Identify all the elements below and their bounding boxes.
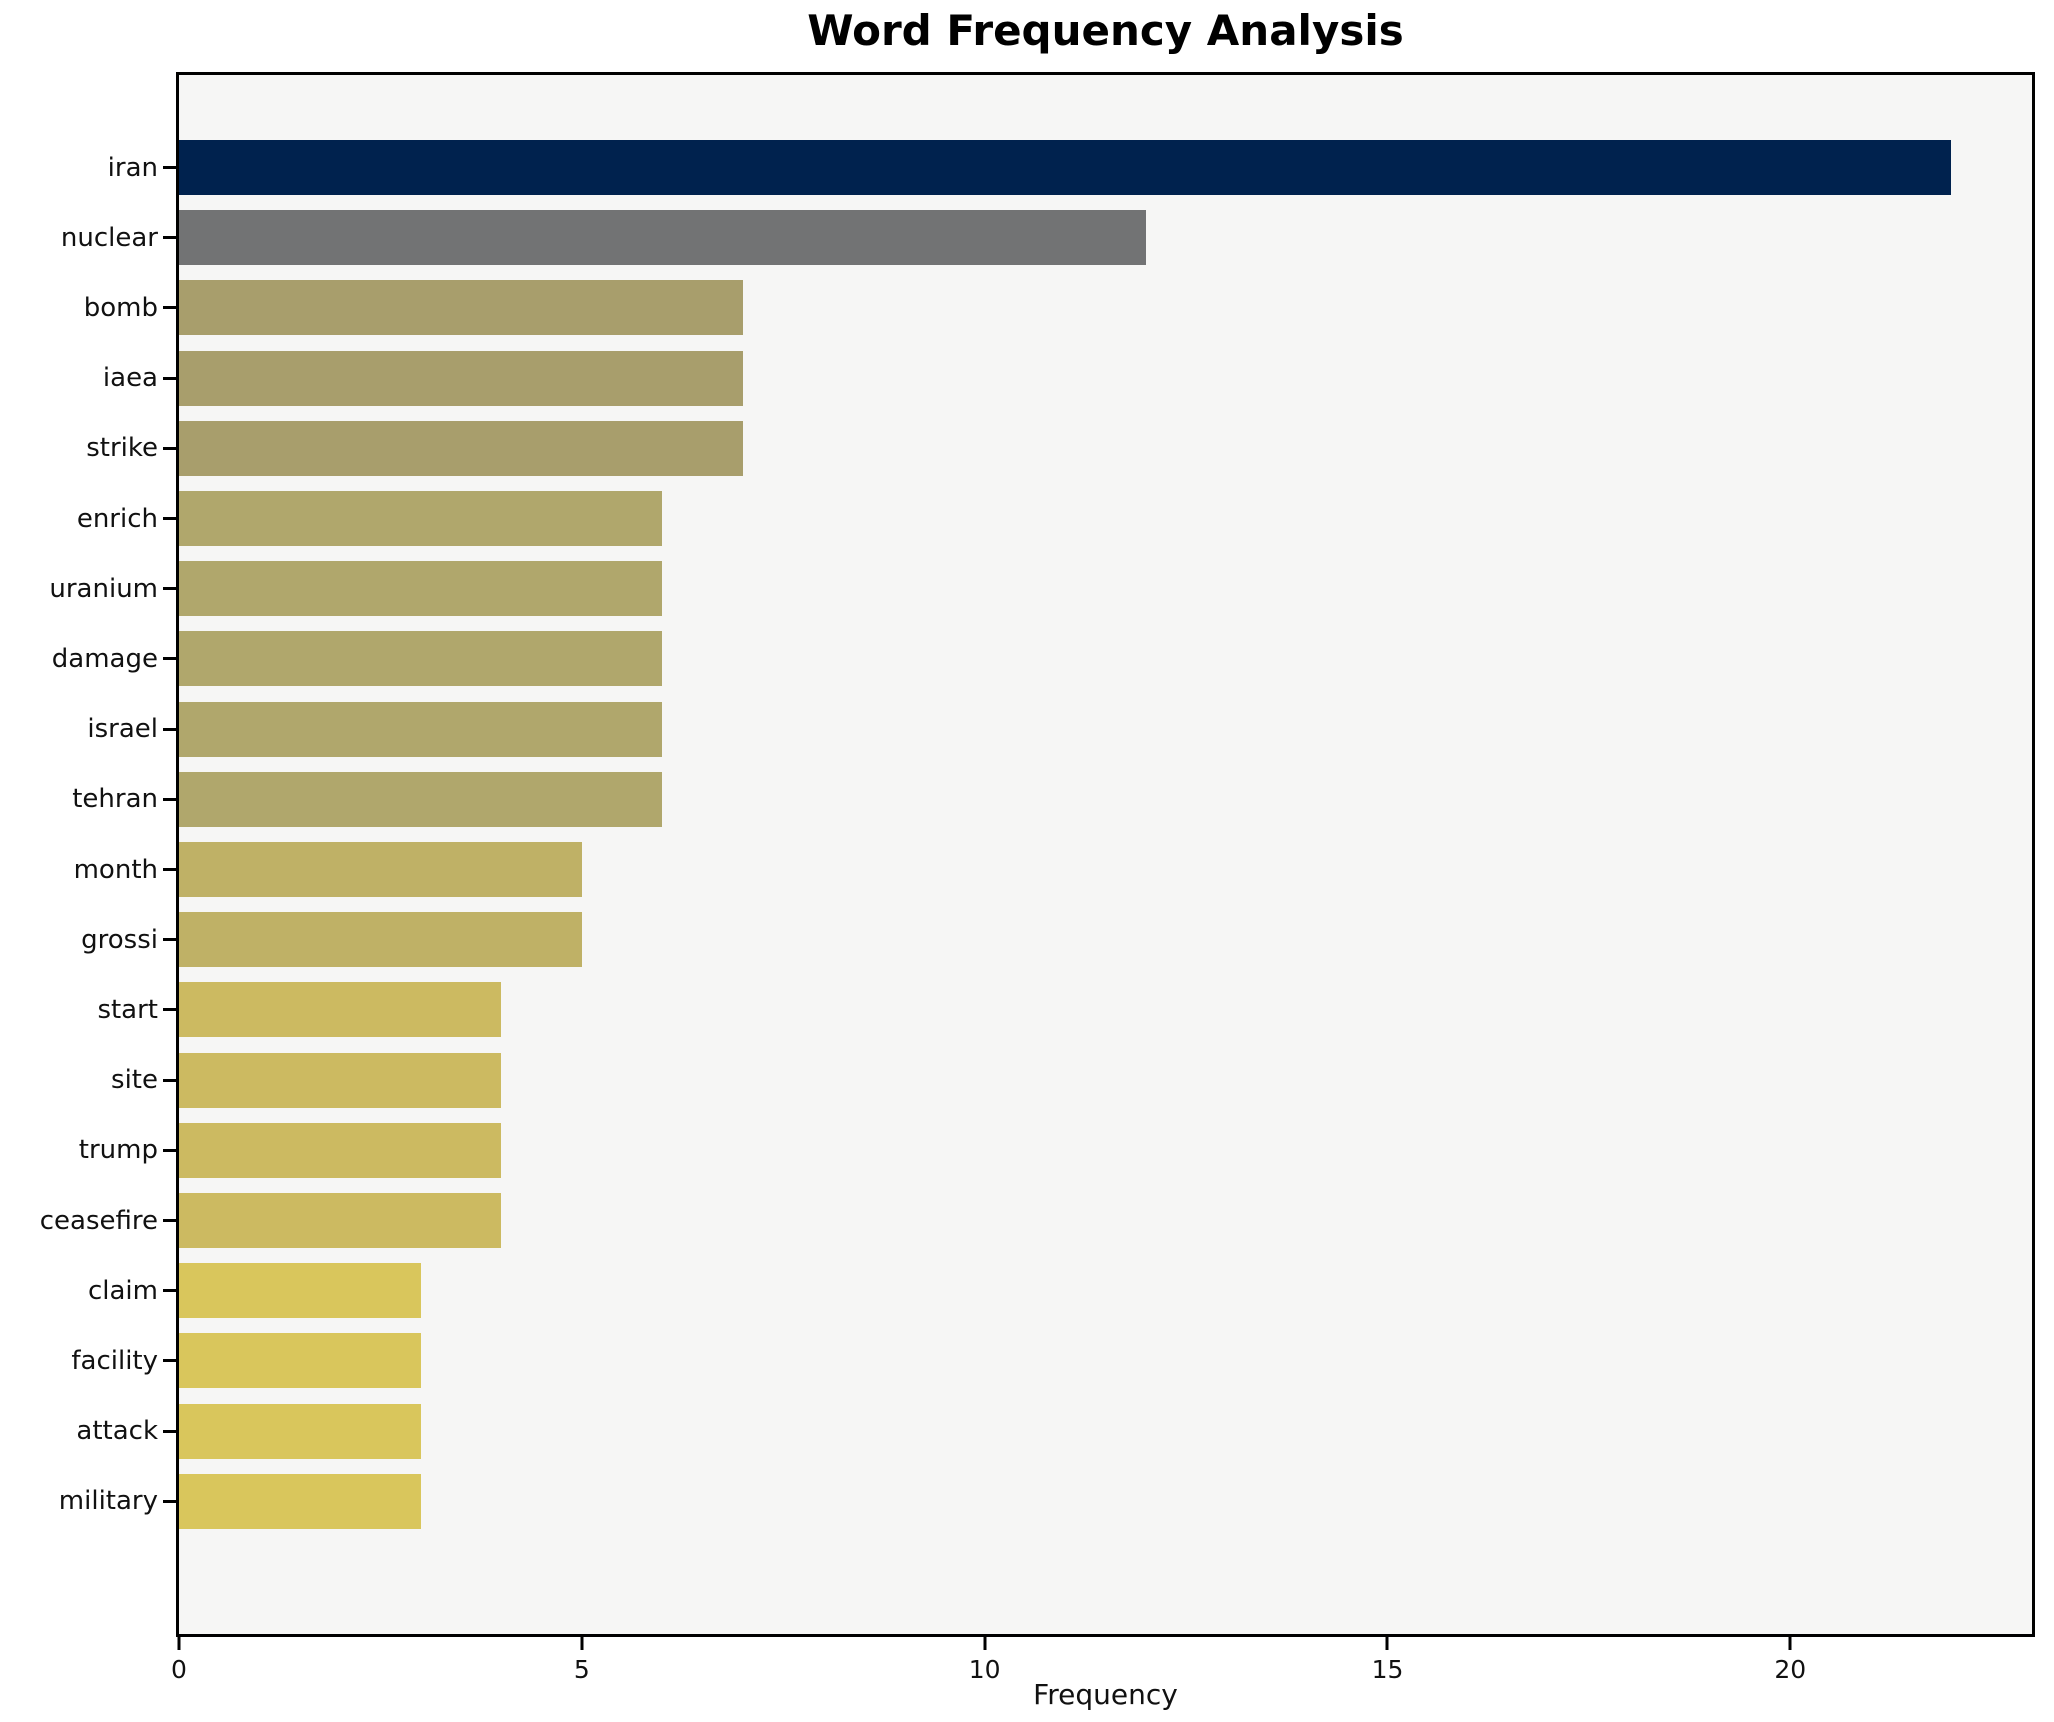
y-tick-label-damage: damage — [51, 643, 158, 674]
bar-damage — [179, 631, 663, 687]
y-tick-uranium — [163, 587, 176, 591]
y-tick-iran — [163, 166, 176, 169]
x-tick-15 — [1385, 1637, 1389, 1650]
bar-military — [179, 1473, 421, 1529]
bar-tehran — [179, 771, 663, 827]
bar-facility — [179, 1333, 421, 1389]
bar-strike — [179, 420, 743, 476]
y-tick-label-nuclear: nuclear — [60, 222, 158, 253]
x-axis: 0 5 10 15 20 — [171, 1637, 2032, 1707]
y-tick-enrich — [163, 517, 176, 520]
bar-month — [179, 842, 582, 897]
x-tick-20 — [1788, 1637, 1792, 1650]
y-tick-bomb — [163, 306, 176, 310]
y-tick-label-bomb: bomb — [83, 292, 158, 323]
y-tick-facility — [163, 1359, 176, 1363]
plot-area — [163, 72, 2035, 1637]
x-tick-label-10: 10 — [968, 1655, 1001, 1684]
x-tick-10 — [983, 1637, 987, 1650]
y-tick-iaea — [163, 376, 176, 380]
bar-attack — [179, 1403, 421, 1459]
bar-nuclear — [179, 210, 1146, 266]
bar-iaea — [179, 350, 743, 406]
y-tick-label-tehran: tehran — [72, 784, 158, 815]
x-tick-0 — [177, 1637, 181, 1650]
y-tick-label-ceasefire: ceasefire — [39, 1205, 158, 1236]
bar-bomb — [179, 280, 743, 336]
y-tick-label-israel: israel — [87, 714, 158, 745]
bar-claim — [179, 1263, 421, 1319]
bar-site — [179, 1052, 502, 1108]
x-tick-label-20: 20 — [1774, 1655, 1807, 1684]
chart-title: Word Frequency Analysis — [807, 6, 1404, 55]
y-tick-start — [163, 1008, 176, 1012]
y-tick-military — [163, 1499, 176, 1503]
bar-ceasefire — [179, 1193, 502, 1248]
y-tick-label-attack: attack — [76, 1416, 158, 1447]
y-tick-label-claim: claim — [87, 1275, 158, 1306]
y-tick-claim — [163, 1289, 176, 1293]
y-tick-nuclear — [163, 236, 176, 240]
y-tick-label-grossi: grossi — [81, 924, 158, 955]
y-tick-attack — [163, 1429, 176, 1433]
y-tick-strike — [163, 446, 176, 450]
bar-uranium — [179, 561, 663, 617]
bar-grossi — [179, 912, 582, 968]
y-tick-label-military: military — [58, 1486, 158, 1517]
y-tick-tehran — [163, 797, 176, 801]
x-tick-5 — [580, 1637, 584, 1650]
y-tick-label-month: month — [73, 854, 158, 885]
y-tick-label-enrich: enrich — [76, 503, 158, 534]
y-tick-israel — [163, 727, 176, 731]
x-axis-label: Frequency — [1033, 1678, 1178, 1711]
y-tick-trump — [163, 1148, 176, 1152]
y-tick-label-strike: strike — [86, 433, 158, 464]
bar-trump — [179, 1122, 502, 1178]
y-tick-label-facility: facility — [71, 1345, 158, 1376]
bar-start — [179, 982, 502, 1038]
y-tick-label-site: site — [111, 1065, 158, 1096]
y-tick-label-start: start — [97, 994, 158, 1025]
y-tick-label-iaea: iaea — [102, 363, 158, 394]
y-tick-site — [163, 1078, 176, 1082]
y-axis-labels: iran nuclear bomb iaea strike enrich uranium da… — [0, 75, 160, 1634]
x-tick-label-0: 0 — [171, 1655, 187, 1684]
bar-iran — [179, 140, 1952, 195]
x-tick-label-5: 5 — [573, 1655, 590, 1684]
y-tick-label-trump: trump — [78, 1135, 158, 1166]
bar-enrich — [179, 491, 663, 546]
y-tick-grossi — [163, 938, 176, 942]
y-tick-month — [163, 868, 176, 871]
y-tick-ceasefire — [163, 1219, 176, 1222]
y-tick-label-iran: iran — [107, 152, 158, 183]
bar-israel — [179, 701, 663, 757]
y-tick-label-uranium: uranium — [49, 573, 158, 604]
y-tick-damage — [163, 657, 176, 661]
x-tick-label-15: 15 — [1371, 1655, 1404, 1684]
